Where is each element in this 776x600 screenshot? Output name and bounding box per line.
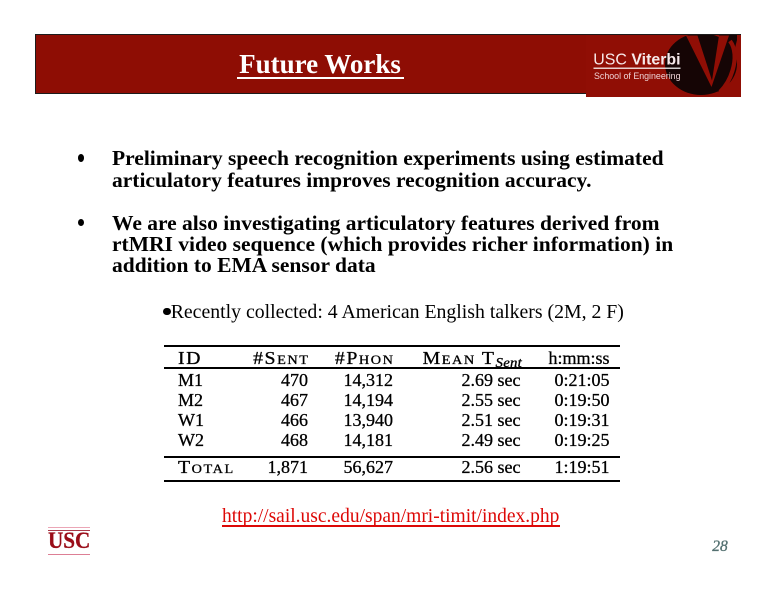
svg-text:School of Engineering: School of Engineering xyxy=(594,69,681,80)
svg-text:USC Viterbi: USC Viterbi xyxy=(593,51,680,68)
